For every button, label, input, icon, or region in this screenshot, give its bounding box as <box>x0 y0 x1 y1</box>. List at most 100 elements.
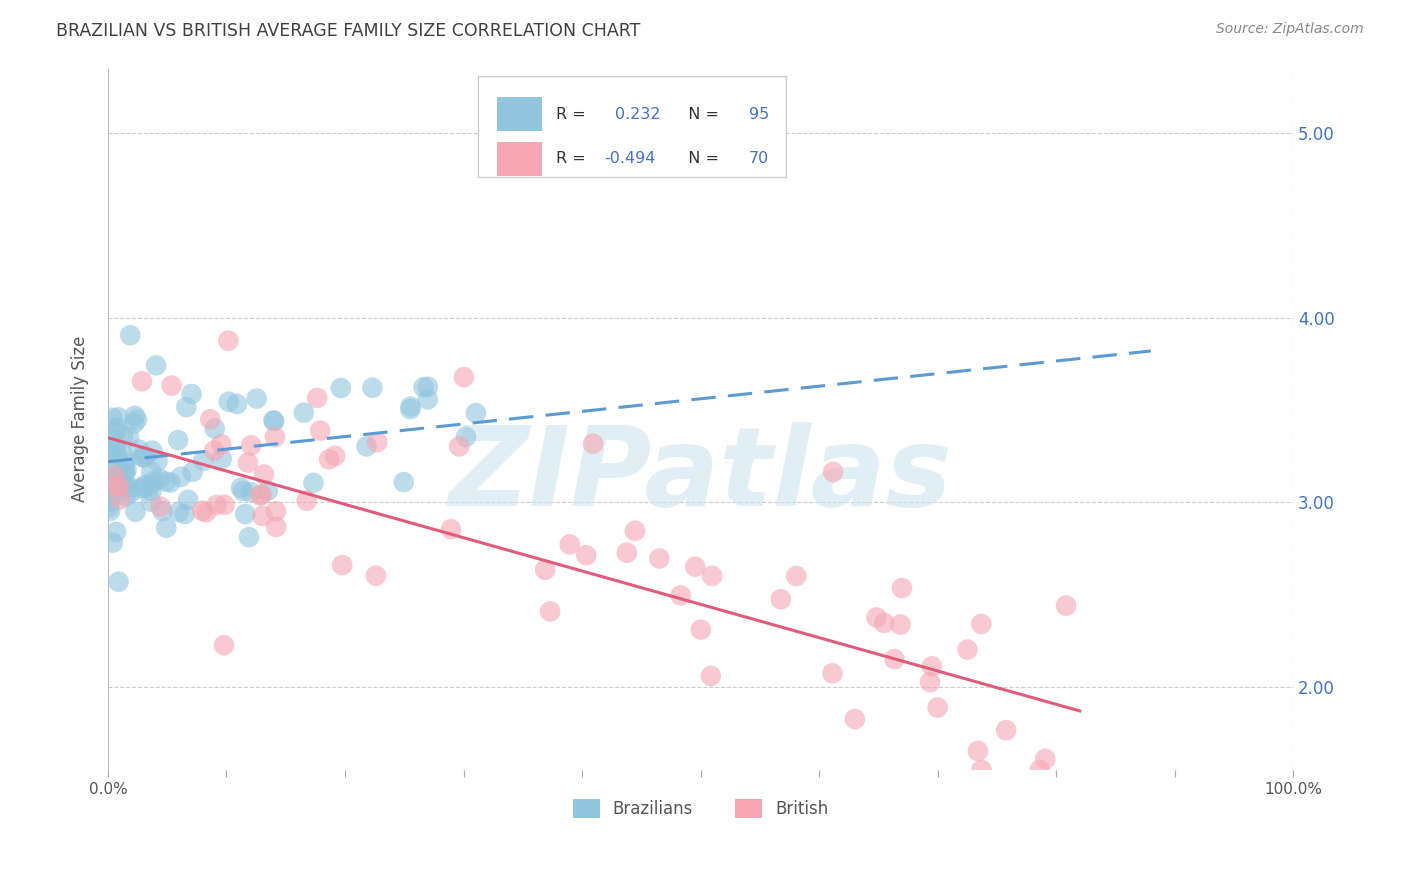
Point <box>114 489 136 503</box>
Point <box>181 465 204 479</box>
Point <box>100 459 122 474</box>
Point <box>440 522 463 536</box>
Point <box>534 563 557 577</box>
Text: ZIPatlas: ZIPatlas <box>449 422 952 529</box>
Point <box>146 454 169 468</box>
Point <box>683 559 706 574</box>
Text: 0.232: 0.232 <box>616 107 661 121</box>
Point <box>142 475 165 489</box>
Point <box>105 474 128 488</box>
Point <box>173 507 195 521</box>
Point <box>114 455 136 469</box>
Point <box>101 410 124 425</box>
Point <box>318 452 340 467</box>
Point <box>399 402 422 417</box>
Point <box>105 425 128 439</box>
Point <box>98 500 121 515</box>
Point <box>124 416 146 430</box>
Point <box>239 485 262 500</box>
Point <box>120 485 142 500</box>
Point <box>104 468 127 483</box>
Point <box>124 409 146 423</box>
Point <box>101 535 124 549</box>
Point <box>700 569 723 583</box>
Point <box>120 328 142 343</box>
FancyBboxPatch shape <box>478 76 786 178</box>
Point <box>105 480 128 494</box>
Point <box>449 439 471 453</box>
Point <box>232 484 254 499</box>
Point <box>412 380 434 394</box>
Point <box>970 763 993 777</box>
Point <box>956 642 979 657</box>
Point <box>246 392 269 406</box>
Point <box>205 498 228 512</box>
Point <box>416 380 439 394</box>
Point <box>167 505 190 519</box>
Point <box>98 495 121 509</box>
Point <box>100 431 122 445</box>
Point <box>212 638 235 652</box>
Point <box>141 494 163 508</box>
Point <box>329 381 352 395</box>
Point <box>105 524 128 539</box>
Point <box>112 466 135 480</box>
Point <box>364 568 387 582</box>
Point <box>98 504 121 518</box>
Point <box>873 615 896 630</box>
Point <box>302 475 325 490</box>
Point <box>785 569 807 583</box>
Text: -0.494: -0.494 <box>605 152 655 167</box>
Point <box>865 610 887 624</box>
Point <box>108 484 131 499</box>
Point <box>107 467 129 482</box>
Point <box>292 406 315 420</box>
Point <box>582 436 605 450</box>
Point <box>967 744 990 758</box>
FancyBboxPatch shape <box>496 142 541 176</box>
Point <box>538 604 561 618</box>
Point <box>844 712 866 726</box>
Text: R =: R = <box>555 107 596 121</box>
Point <box>103 463 125 477</box>
Point <box>1028 763 1050 777</box>
Point <box>252 508 274 523</box>
Point <box>218 394 240 409</box>
Point <box>134 478 156 492</box>
Point <box>921 659 943 673</box>
Point <box>366 435 388 450</box>
Point <box>238 530 260 544</box>
Point <box>129 481 152 495</box>
Point <box>927 700 949 714</box>
Point <box>399 400 422 414</box>
Point <box>453 370 475 384</box>
Point <box>132 450 155 465</box>
Point <box>1054 599 1077 613</box>
Point <box>823 465 845 479</box>
Point <box>107 410 129 425</box>
Point <box>104 441 127 455</box>
Point <box>141 465 163 479</box>
Point <box>889 617 911 632</box>
Point <box>883 652 905 666</box>
Point <box>145 359 167 373</box>
FancyBboxPatch shape <box>496 97 541 131</box>
Point <box>616 546 638 560</box>
Text: 95: 95 <box>749 107 769 121</box>
Point <box>141 443 163 458</box>
Point <box>118 430 141 444</box>
Point <box>177 492 200 507</box>
Point <box>167 433 190 447</box>
Point <box>454 430 477 444</box>
Point <box>209 437 232 451</box>
Point <box>160 378 183 392</box>
Point <box>124 505 146 519</box>
Point <box>111 429 134 443</box>
Point <box>918 675 941 690</box>
Point <box>100 446 122 460</box>
Point <box>195 505 218 519</box>
Point <box>361 381 384 395</box>
Point <box>624 524 647 538</box>
Point <box>202 443 225 458</box>
Point <box>264 520 287 534</box>
